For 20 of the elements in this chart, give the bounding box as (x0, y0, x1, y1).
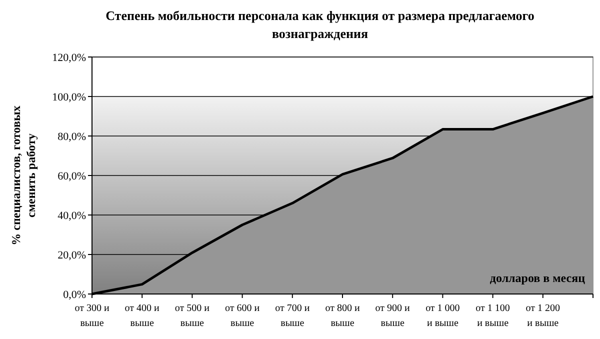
y-tick-label: 20,0% (58, 250, 86, 262)
x-tick-label: от 1 200 и выше (526, 303, 560, 329)
x-tick-label: от 600 и выше (225, 303, 260, 329)
y-tick-label: 100,0% (52, 92, 86, 104)
y-tick-label: 80,0% (58, 131, 86, 143)
y-tick-label: 120,0% (52, 52, 86, 64)
x-tick-label: от 300 и выше (74, 303, 110, 329)
x-tick-label: от 900 и выше (375, 303, 411, 329)
chart-title: Степень мобильности персонала как функция от размера предлагаемого вознаграждения (106, 8, 534, 41)
x-axis-title: долларов в месяц (490, 271, 586, 285)
y-tick-label: 40,0% (58, 210, 86, 222)
x-tick-label: от 1 100 и выше (476, 303, 510, 329)
x-tick-label: от 400 и выше (124, 303, 160, 329)
x-tick-label: от 700 и выше (275, 303, 310, 329)
x-tick-label: от 800 и выше (325, 303, 360, 329)
x-tick-label: от 500 и выше (174, 303, 210, 329)
y-axis-title: % специалистов, готовых сменить работу (9, 106, 38, 246)
y-tick-label: 60,0% (58, 170, 86, 182)
x-tick-label: от 1 000 и выше (426, 303, 460, 329)
y-tick-label: 0,0% (63, 289, 86, 301)
